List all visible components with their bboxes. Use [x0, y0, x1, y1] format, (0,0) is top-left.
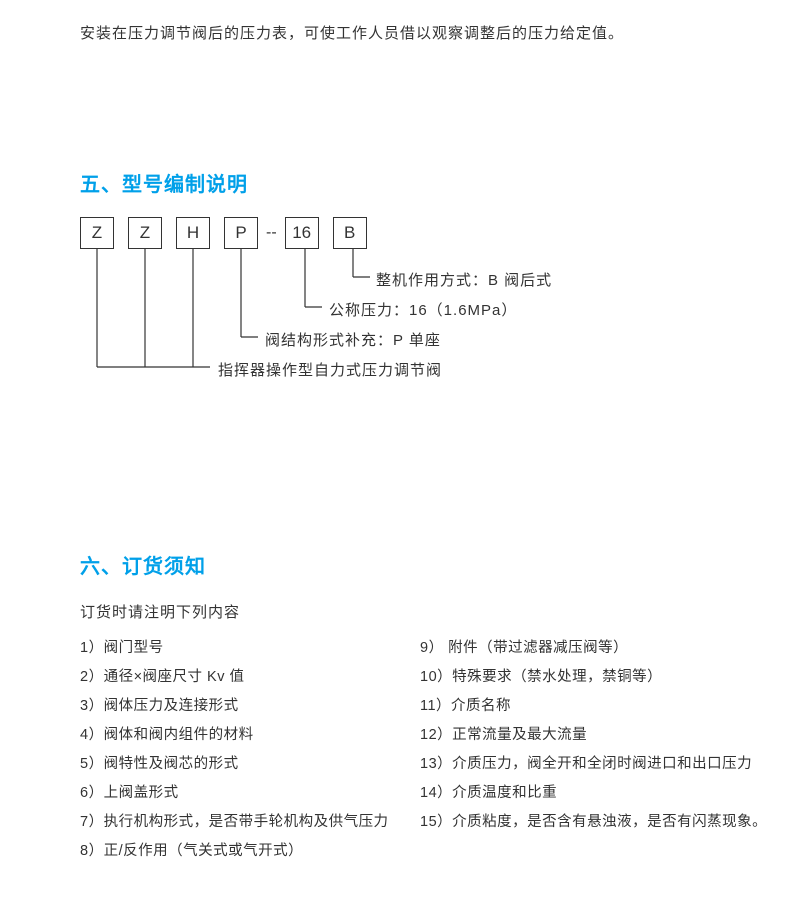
model-code-row: Z Z H P -- 16 B [80, 217, 710, 249]
order-left-5: 5）阀特性及阀芯的形式 [80, 750, 380, 779]
order-intro: 订货时请注明下列内容 [80, 599, 710, 626]
model-box-6: B [333, 217, 367, 249]
order-col-right: 9） 附件（带过滤器减压阀等） 10）特殊要求（禁水处理，禁铜等） 11）介质名… [420, 634, 730, 866]
order-left-8: 8）正/反作用（气关式或气开式） [80, 837, 380, 866]
section-5-heading: 五、型号编制说明 [80, 167, 710, 203]
diagram-label-1: 整机作用方式：B 阀后式 [376, 267, 552, 294]
order-left-2: 2）通径×阀座尺寸 Kv 值 [80, 663, 380, 692]
diagram-label-2: 公称压力：16（1.6MPa） [329, 297, 517, 324]
section-6: 六、订货须知 订货时请注明下列内容 1）阀门型号 2）通径×阀座尺寸 Kv 值 … [80, 549, 710, 866]
top-description: 安装在压力调节阀后的压力表，可使工作人员借以观察调整后的压力给定值。 [80, 20, 710, 47]
order-right-4: 12）正常流量及最大流量 [420, 721, 730, 750]
order-col-left: 1）阀门型号 2）通径×阀座尺寸 Kv 值 3）阀体压力及连接形式 4）阀体和阀… [80, 634, 380, 866]
model-dash: -- [266, 219, 277, 248]
model-box-1: Z [80, 217, 114, 249]
order-left-6: 6）上阀盖形式 [80, 779, 380, 808]
model-box-5: 16 [285, 217, 319, 249]
order-right-7: 15）介质粘度，是否含有悬浊液，是否有闪蒸现象。 [420, 808, 730, 837]
order-right-6: 14）介质温度和比重 [420, 779, 730, 808]
order-left-4: 4）阀体和阀内组件的材料 [80, 721, 380, 750]
order-right-5: 13）介质压力，阀全开和全闭时阀进口和出口压力 [420, 750, 730, 779]
order-right-3: 11）介质名称 [420, 692, 730, 721]
diagram-label-3: 阀结构形式补充：P 单座 [265, 327, 441, 354]
order-left-1: 1）阀门型号 [80, 634, 380, 663]
order-right-1: 9） 附件（带过滤器减压阀等） [420, 634, 730, 663]
model-diagram: 整机作用方式：B 阀后式 公称压力：16（1.6MPa） 阀结构形式补充：P 单… [80, 249, 710, 399]
section-5: 五、型号编制说明 Z Z H P -- 16 B [80, 167, 710, 399]
order-columns: 1）阀门型号 2）通径×阀座尺寸 Kv 值 3）阀体压力及连接形式 4）阀体和阀… [80, 634, 710, 866]
model-box-2: Z [128, 217, 162, 249]
model-box-3: H [176, 217, 210, 249]
order-right-2: 10）特殊要求（禁水处理，禁铜等） [420, 663, 730, 692]
order-left-7: 7）执行机构形式，是否带手轮机构及供气压力 [80, 808, 380, 837]
model-box-4: P [224, 217, 258, 249]
diagram-label-4: 指挥器操作型自力式压力调节阀 [218, 357, 442, 384]
section-6-heading: 六、订货须知 [80, 549, 710, 585]
order-left-3: 3）阀体压力及连接形式 [80, 692, 380, 721]
